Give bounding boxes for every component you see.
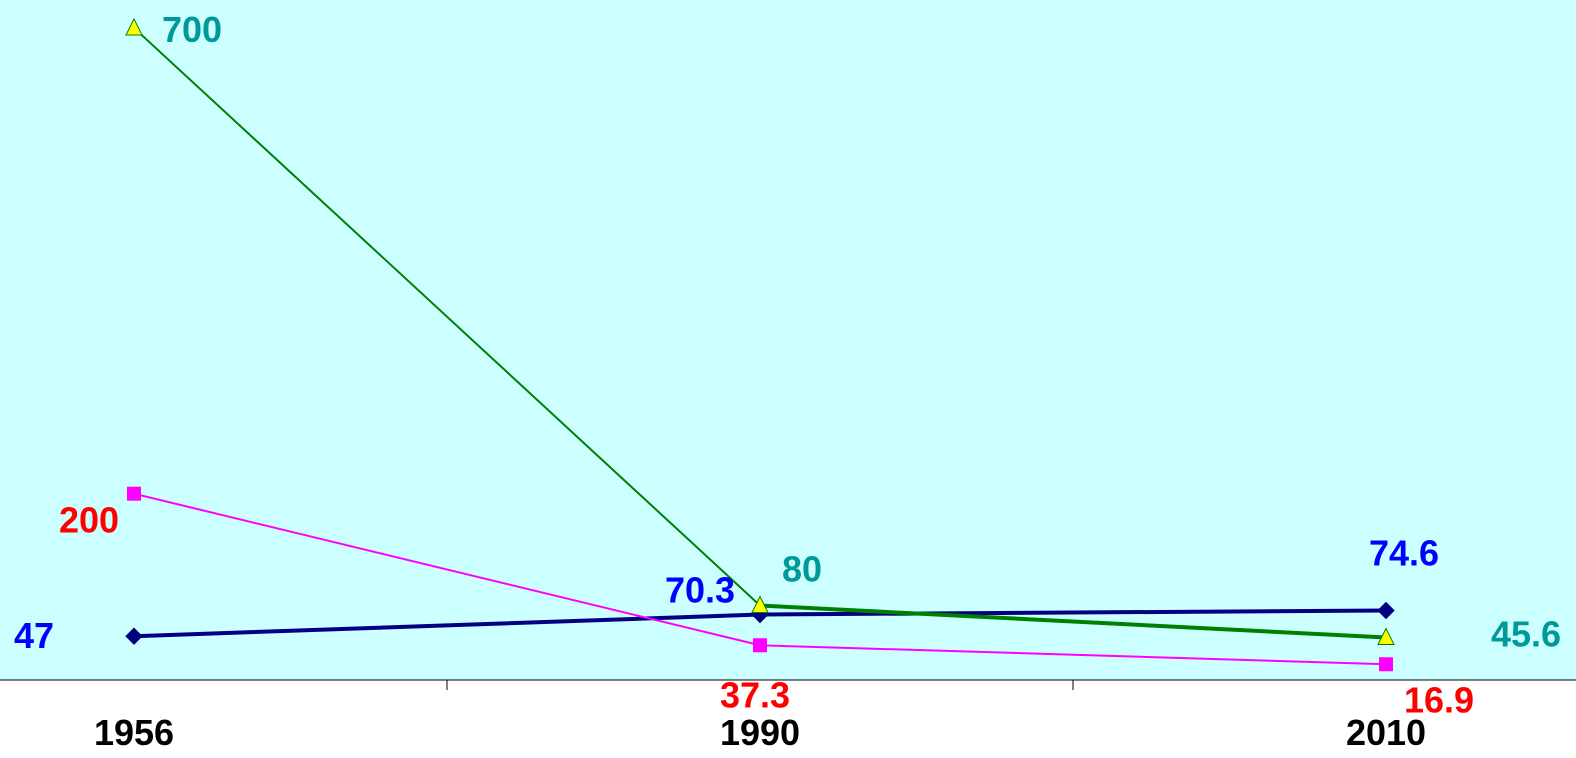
series-2-data-label: 200 <box>59 500 119 541</box>
series-2-point-marker <box>127 486 141 501</box>
x-tick-label: 2010 <box>1346 712 1426 753</box>
series-1-data-label: 70.3 <box>665 570 735 611</box>
series-1-data-label: 47 <box>14 615 54 656</box>
series-1-point-marker <box>125 627 143 645</box>
series-2-line-segment <box>133 492 761 647</box>
series-2-data-label: 37.3 <box>720 674 790 715</box>
x-tick-label: 1990 <box>720 712 800 753</box>
series-markers <box>125 17 1395 672</box>
x-tick-label: 1956 <box>94 712 174 753</box>
series-2-point-marker <box>753 638 767 653</box>
series-3-point-marker <box>125 17 143 36</box>
series-2-data-label: 16.9 <box>1404 679 1474 720</box>
series-2-line-segment <box>759 644 1387 666</box>
series-2-point-marker <box>1379 657 1393 672</box>
series-lines <box>132 26 1388 666</box>
data-labels: 47 70.3 74.6 200 37.3 16.9 700 80 45.6 <box>14 9 1561 720</box>
plot-area <box>0 0 1576 680</box>
series-3-data-label: 45.6 <box>1491 614 1561 655</box>
series-1-line-segment <box>758 608 1388 617</box>
x-axis: 1956 1990 2010 <box>0 679 1576 753</box>
series-1-point-marker <box>1377 601 1395 620</box>
series-1-data-label: 74.6 <box>1369 533 1439 574</box>
series-3-point-marker <box>751 595 769 613</box>
series-3-line-segment <box>758 603 1388 640</box>
series-3-line-segment <box>133 26 761 607</box>
series-3-point-marker <box>1377 627 1395 646</box>
series-3-data-label: 700 <box>162 9 222 50</box>
series-3-data-label: 80 <box>782 548 822 589</box>
series-1-line-segment <box>132 612 762 639</box>
